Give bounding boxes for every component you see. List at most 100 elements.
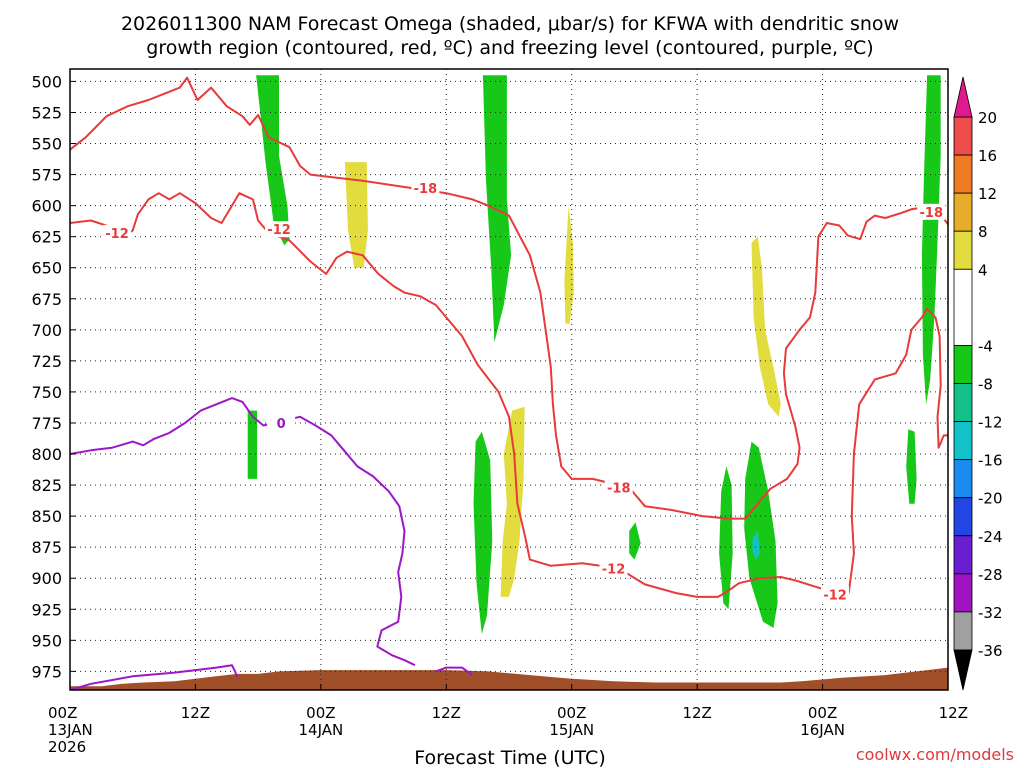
colorbar-segment-4 bbox=[953, 268, 973, 346]
y-tick-label-5: 625 bbox=[31, 228, 62, 247]
y-tick-label-10: 750 bbox=[31, 383, 62, 402]
colorbar-label-4: 4 bbox=[978, 261, 988, 279]
colorbar-label-10: -24 bbox=[978, 528, 1003, 546]
dgz-contour-0-label: -18 bbox=[414, 182, 438, 197]
colorbar-segment-9 bbox=[953, 497, 973, 537]
x-axis-label: Forecast Time (UTC) bbox=[414, 747, 605, 768]
y-tick-label-12: 800 bbox=[31, 445, 62, 464]
dgz-extra-label-bg-2 bbox=[103, 224, 132, 241]
dgz-extra-label-0: -18 bbox=[607, 482, 631, 497]
x-tick-label-3: 12Z bbox=[432, 704, 461, 722]
colorbar-label-7: -12 bbox=[978, 414, 1003, 432]
x-tick-date-4: 15JAN bbox=[549, 721, 594, 739]
y-tick-label-8: 700 bbox=[31, 321, 62, 340]
y-tick-label-15: 875 bbox=[31, 538, 62, 557]
omega-area-7 bbox=[629, 522, 641, 560]
colorbar-bottom-arrow bbox=[953, 649, 973, 691]
y-tick-label-9: 725 bbox=[31, 352, 62, 371]
x-tick-label-5: 12Z bbox=[682, 704, 711, 722]
colorbar-segment-11 bbox=[953, 573, 973, 613]
omega-area-13 bbox=[921, 75, 941, 405]
y-tick-label-14: 850 bbox=[31, 507, 62, 526]
colorbar-label-2: 12 bbox=[978, 185, 997, 203]
colorbar-label-0: 20 bbox=[978, 109, 997, 127]
plot-frame bbox=[69, 68, 949, 691]
dgz-extra-label-4: -12 bbox=[823, 588, 847, 603]
x-tick-date-2: 14JAN bbox=[298, 721, 343, 739]
y-tick-label-2: 550 bbox=[31, 135, 62, 154]
colorbar-label-12: -32 bbox=[978, 604, 1003, 622]
axes: 500 525 550 575 600 625 650 675 700 725 750 775 800 8… bbox=[31, 68, 968, 756]
freezing-contour-0-label-bg bbox=[267, 414, 296, 431]
y-tick-label-1: 525 bbox=[31, 103, 62, 122]
colorbar-label-3: 8 bbox=[978, 223, 988, 241]
y-tick-label-18: 950 bbox=[31, 631, 62, 650]
grid-lines bbox=[70, 69, 948, 690]
credit-text: coolwx.com/models bbox=[856, 745, 1014, 764]
dgz-extra-label-bg-3 bbox=[599, 560, 628, 577]
colorbar-label-5: -4 bbox=[978, 337, 993, 355]
freezing-contour-0-line bbox=[70, 397, 416, 667]
freezing-contour-1-line bbox=[70, 664, 239, 690]
colorbar-segment-3 bbox=[953, 230, 973, 270]
dgz-contour-1-label-bg bbox=[265, 221, 294, 238]
colorbar-segment-6 bbox=[953, 383, 973, 422]
colorbar-label-11: -28 bbox=[978, 566, 1003, 584]
x-tick-label-6: 00Z bbox=[808, 704, 837, 722]
dgz-extra-label-bg-4 bbox=[821, 586, 850, 603]
colorbar-segment-0 bbox=[953, 116, 973, 156]
y-tick-label-17: 925 bbox=[31, 600, 62, 619]
x-tick-label-0: 00Z bbox=[48, 704, 77, 722]
dgz-contour-0-label-bg bbox=[411, 180, 440, 197]
omega-area-4 bbox=[473, 431, 493, 635]
y-tick-label-11: 775 bbox=[31, 414, 62, 433]
y-tick-label-16: 900 bbox=[31, 569, 62, 588]
dgz-contour-0-line bbox=[70, 76, 948, 520]
colorbar-segment-7 bbox=[953, 421, 973, 461]
colorbar-label-9: -20 bbox=[978, 490, 1003, 508]
dgz-extra-label-3: -12 bbox=[602, 562, 626, 577]
y-tick-label-6: 650 bbox=[31, 259, 62, 278]
x-tick-label-2: 00Z bbox=[306, 704, 335, 722]
omega-area-3 bbox=[482, 75, 512, 343]
contour-lines: -18 -12 -18 -18 -12 -12 -12 0 bbox=[70, 76, 948, 690]
x-tick-date-0: 13JAN bbox=[48, 721, 93, 739]
y-tick-label-4: 600 bbox=[31, 197, 62, 216]
dgz-extra-label-bg-1 bbox=[917, 203, 946, 220]
y-tick-label-7: 675 bbox=[31, 290, 62, 309]
omega-area-11 bbox=[752, 531, 760, 560]
omega-area-10 bbox=[744, 441, 778, 628]
omega-area-9 bbox=[719, 466, 733, 610]
x-tick-label-4: 00Z bbox=[557, 704, 586, 722]
dgz-contour-1-label: -12 bbox=[267, 223, 291, 238]
colorbar-segment-5 bbox=[953, 345, 973, 384]
omega-area-8 bbox=[751, 236, 781, 417]
colorbar-label-1: 16 bbox=[978, 147, 997, 165]
colorbar-segment-10 bbox=[953, 535, 973, 575]
omega-area-2 bbox=[344, 162, 368, 268]
colorbar-segment-2 bbox=[953, 192, 973, 232]
dgz-extra-label-1: -18 bbox=[920, 206, 944, 221]
colorbar-segment-8 bbox=[953, 459, 973, 499]
x-tick-date-6: 16JAN bbox=[800, 721, 845, 739]
freezing-contour-2-line bbox=[435, 666, 473, 676]
omega-area-12 bbox=[906, 429, 917, 504]
dgz-extra-label-2: -12 bbox=[105, 227, 129, 242]
y-tick-label-19: 975 bbox=[31, 662, 62, 681]
x-tick-year-0: 2026 bbox=[48, 738, 86, 756]
colorbar-label-6: -8 bbox=[978, 376, 993, 394]
x-tick-label-1: 12Z bbox=[181, 704, 210, 722]
colorbar-label-8: -16 bbox=[978, 452, 1003, 470]
y-tick-label-13: 825 bbox=[31, 476, 62, 495]
chart-title-line2: growth region (contoured, red, ºC) and f… bbox=[146, 37, 873, 59]
chart-title-line1: 2026011300 NAM Forecast Omega (shaded, μ… bbox=[121, 13, 899, 35]
y-tick-label-0: 500 bbox=[31, 72, 62, 91]
plot-area bbox=[70, 75, 948, 690]
colorbar-label-13: -36 bbox=[978, 642, 1003, 660]
colorbar-segment-12 bbox=[953, 611, 973, 651]
omega-area-5 bbox=[500, 406, 525, 597]
omega-area-1 bbox=[247, 410, 258, 479]
colorbar: 20 16 12 8 4 -4 -8 -12 -16 -20 -24 -28 -32 -36 bbox=[953, 76, 1003, 691]
